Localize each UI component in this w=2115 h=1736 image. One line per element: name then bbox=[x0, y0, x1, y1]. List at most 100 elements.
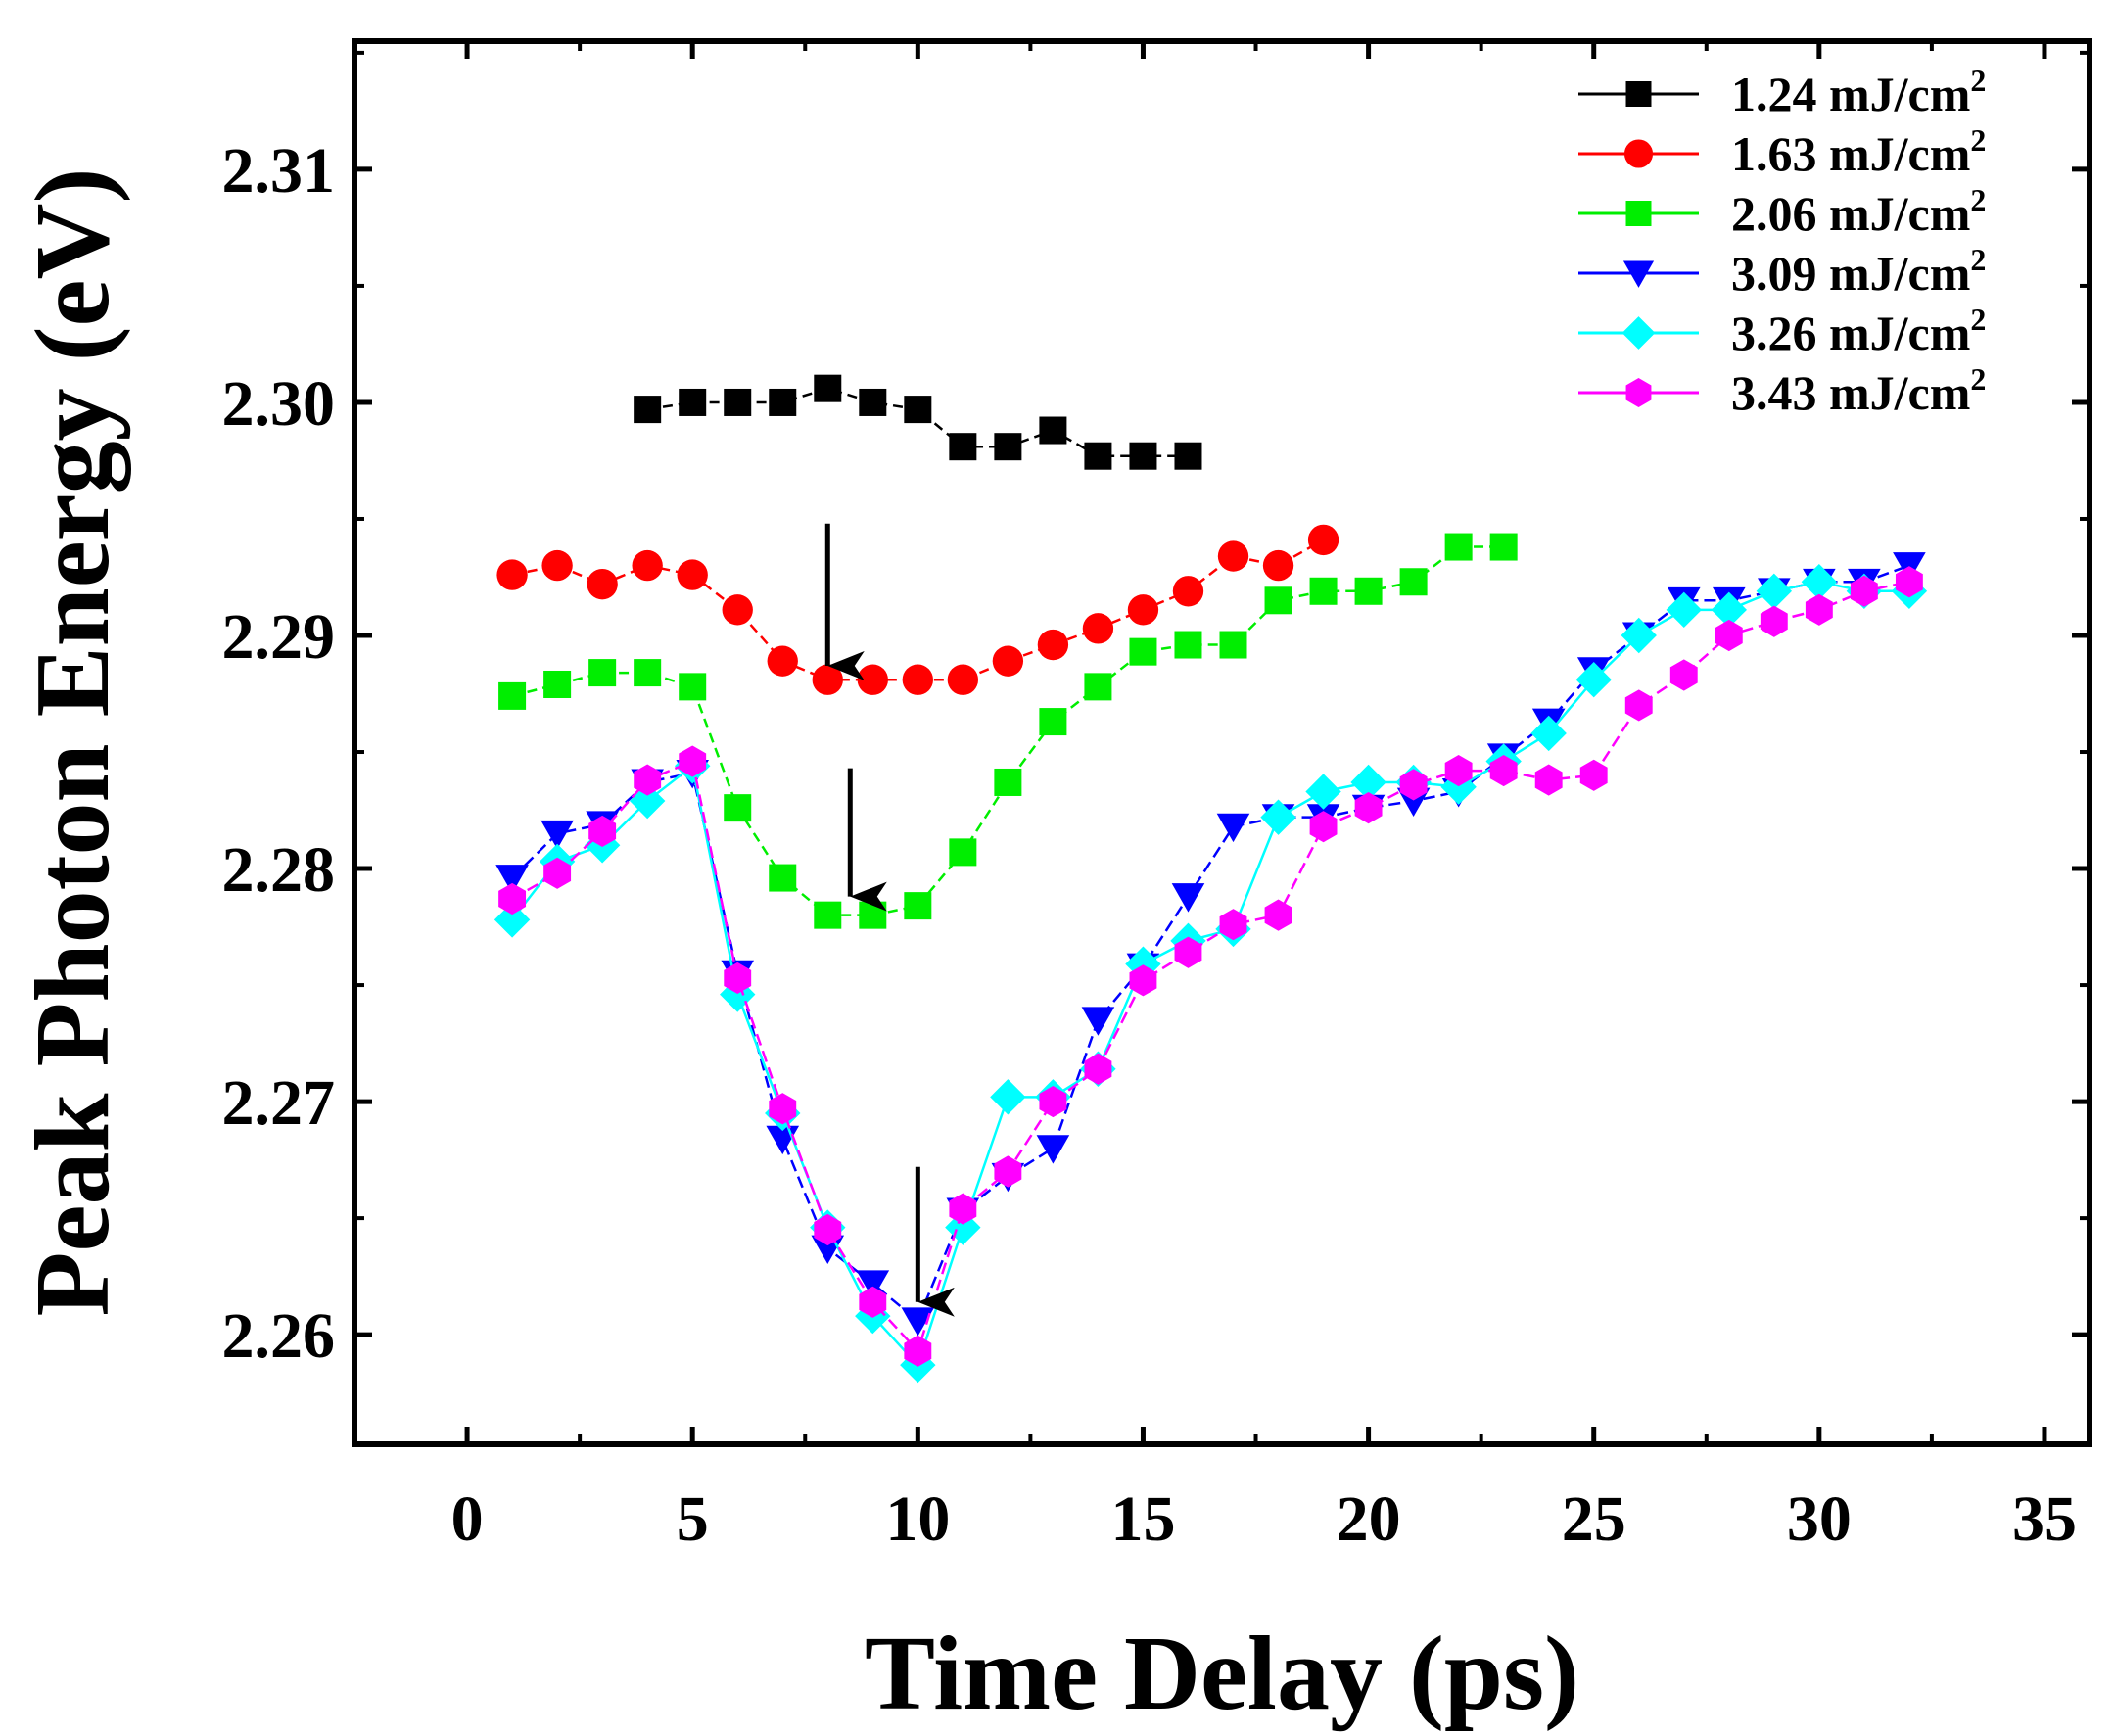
legend-label: 3.43 mJ/cm2 bbox=[1731, 361, 1986, 420]
data-point bbox=[1174, 936, 1202, 968]
axis-layer: 0 5 10 15 20 25 30 35 2.26 2.27 2.28 2.29 2.30 2.31 bbox=[222, 41, 2090, 1555]
data-point bbox=[949, 838, 977, 867]
data-point bbox=[994, 1155, 1022, 1188]
annotation-layer bbox=[824, 523, 955, 1317]
data-point bbox=[1127, 594, 1159, 626]
y-tick-label: 2.30 bbox=[222, 368, 336, 440]
data-point bbox=[1264, 899, 1292, 931]
data-point bbox=[679, 745, 707, 777]
data-point bbox=[947, 664, 979, 695]
data-point bbox=[1172, 576, 1204, 607]
data-point bbox=[1760, 605, 1788, 637]
data-point bbox=[1037, 629, 1069, 661]
data-point bbox=[1534, 764, 1563, 796]
legend-entry: 2.06 mJ/cm2 bbox=[1578, 182, 1986, 241]
data-point bbox=[1125, 946, 1161, 982]
data-point bbox=[769, 864, 797, 892]
data-point bbox=[994, 768, 1022, 796]
legend-label: 3.09 mJ/cm2 bbox=[1731, 242, 1986, 301]
y-tick-label: 2.31 bbox=[222, 135, 336, 207]
data-point bbox=[1575, 662, 1612, 698]
data-point bbox=[1084, 1053, 1112, 1085]
data-point bbox=[1305, 774, 1341, 810]
data-point bbox=[1081, 1007, 1115, 1036]
legend-entry: 1.63 mJ/cm2 bbox=[1578, 122, 1986, 181]
data-point bbox=[588, 659, 617, 687]
data-point bbox=[498, 882, 527, 915]
data-point bbox=[904, 1335, 932, 1367]
x-tick-label: 0 bbox=[451, 1483, 484, 1555]
legend-label: 1.24 mJ/cm2 bbox=[1731, 63, 1986, 121]
data-point bbox=[1084, 673, 1112, 701]
data-point bbox=[679, 673, 707, 701]
series-line bbox=[511, 545, 1504, 916]
data-point bbox=[992, 645, 1024, 677]
data-point bbox=[541, 549, 573, 582]
data-point bbox=[859, 1286, 887, 1318]
data-point bbox=[1217, 540, 1249, 572]
data-point bbox=[679, 388, 707, 416]
data-point bbox=[1756, 573, 1793, 609]
data-point bbox=[1174, 631, 1202, 659]
data-point bbox=[1039, 1085, 1067, 1118]
data-point bbox=[1440, 769, 1477, 805]
data-point bbox=[1489, 533, 1518, 561]
data-point bbox=[632, 549, 663, 582]
series-3 bbox=[498, 533, 1518, 929]
data-point bbox=[945, 1209, 981, 1245]
data-point bbox=[856, 1270, 890, 1299]
series-layer bbox=[494, 374, 1928, 1384]
series-6 bbox=[498, 566, 1923, 1367]
data-point bbox=[1260, 799, 1296, 835]
data-point bbox=[720, 976, 756, 1012]
legend-entry: 3.09 mJ/cm2 bbox=[1578, 242, 1986, 301]
data-point bbox=[814, 374, 842, 402]
data-point bbox=[1309, 811, 1338, 843]
data-point bbox=[1129, 442, 1157, 470]
data-point bbox=[1530, 715, 1567, 752]
x-tick-label: 35 bbox=[2012, 1483, 2077, 1555]
data-point bbox=[1036, 1135, 1070, 1164]
data-point bbox=[543, 670, 572, 698]
data-point bbox=[1354, 792, 1383, 824]
x-tick-label: 30 bbox=[1787, 1483, 1852, 1555]
data-point bbox=[540, 820, 574, 850]
x-tick-label: 25 bbox=[1562, 1483, 1626, 1555]
data-point bbox=[1895, 566, 1923, 598]
y-tick-label: 2.26 bbox=[222, 1300, 336, 1372]
data-point bbox=[1850, 575, 1878, 607]
legend-entry: 3.26 mJ/cm2 bbox=[1578, 302, 1986, 360]
data-point bbox=[1262, 549, 1294, 582]
data-point bbox=[812, 664, 843, 695]
data-point bbox=[1444, 754, 1473, 787]
data-point bbox=[587, 568, 618, 600]
legend-marker bbox=[1625, 81, 1652, 107]
legend-entry: 3.43 mJ/cm2 bbox=[1578, 361, 1986, 420]
data-point bbox=[904, 396, 932, 424]
data-point bbox=[1444, 533, 1473, 561]
legend-label: 2.06 mJ/cm2 bbox=[1731, 182, 1986, 241]
series-2 bbox=[496, 524, 1340, 695]
data-point bbox=[949, 433, 977, 461]
data-point bbox=[859, 901, 887, 929]
legend-marker bbox=[1623, 139, 1654, 168]
data-point bbox=[814, 901, 842, 929]
data-point bbox=[1666, 591, 1702, 629]
data-point bbox=[724, 388, 752, 416]
data-point bbox=[904, 892, 932, 920]
y-axis-title: Peak Photon Energy (eV) bbox=[15, 168, 131, 1317]
data-point bbox=[634, 396, 662, 424]
data-point bbox=[769, 1093, 797, 1125]
legend-label: 1.63 mJ/cm2 bbox=[1731, 122, 1986, 181]
data-point bbox=[1219, 909, 1247, 941]
data-point bbox=[1354, 577, 1383, 605]
data-point bbox=[1039, 416, 1067, 445]
data-point bbox=[857, 664, 888, 695]
data-point bbox=[1801, 564, 1838, 600]
data-point bbox=[1715, 619, 1743, 652]
data-point bbox=[1624, 689, 1653, 722]
y-tick-label: 2.29 bbox=[222, 601, 336, 673]
legend-marker bbox=[1622, 316, 1656, 350]
legend-marker bbox=[1625, 378, 1652, 407]
